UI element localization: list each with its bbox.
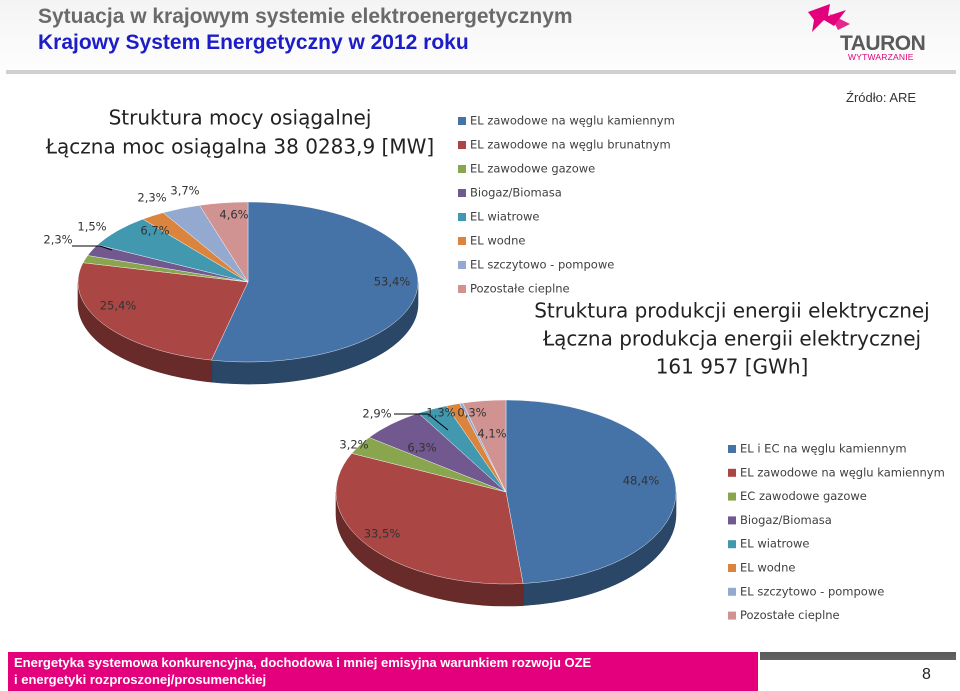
legend-label: EL wodne [740,561,795,575]
logo-name: TAURON [840,32,926,55]
data-label: 4,1% [477,427,506,441]
legend-label: EL zawodowe gazowe [470,162,595,176]
data-label: 3,2% [339,438,368,452]
legend-swatch [728,564,736,572]
footer-bar [8,652,758,691]
legend-swatch [458,285,466,293]
footer-text-line1: Energetyka systemowa konkurencyjna, doch… [14,655,592,670]
chart-2-slices [335,399,677,585]
legend-label: EL zawodowe na węglu kamiennym [470,114,675,128]
legend-label: EL wodne [470,234,525,248]
footer: Energetyka systemowa konkurencyjna, doch… [0,652,960,691]
legend-label: EL zawodowe na węglu kamiennym [740,465,945,479]
legend-label: EL i EC na węglu kamiennym [740,442,907,456]
legend-swatch [458,261,466,269]
chart-1-subtitle: Łączna moc osiągalna 38 0283,9 [MW] [45,135,434,159]
data-label: 2,9% [362,407,391,421]
page-subtitle: Krajowy System Energetyczny w 2012 roku [38,31,469,54]
data-label: 25,4% [100,299,137,313]
pie-slice [77,262,249,361]
legend-label: EC zawodowe gazowe [740,489,867,503]
data-label: 4,6% [219,208,248,222]
chart-1-slices [77,201,419,363]
label-leader-line [99,245,113,251]
legend-swatch [728,611,736,620]
chart-1-title: Struktura mocy osiągalnej [109,106,372,130]
legend-label: EL szczytowo - pompowe [470,258,614,272]
legend-swatch [458,213,466,221]
pie-slice [211,201,419,363]
data-label: 33,5% [364,527,401,541]
legend-label: Biogaz/Biomasa [470,186,562,200]
data-label: 53,4% [374,275,411,289]
legend-swatch [458,117,466,125]
legend-label: Biogaz/Biomasa [740,513,832,527]
legend-swatch [728,492,736,501]
source-note: Źródło: ARE [846,90,917,105]
legend-swatch [728,445,736,453]
pie-slice [462,399,507,493]
data-label: 1,5% [77,220,106,234]
page-title: Sytuacja w krajowym systemie elektroener… [38,5,573,28]
legend-swatch [458,141,466,149]
legend-label: EL wiatrowe [470,210,539,224]
page-number: 8 [922,666,931,683]
data-label: 1,3% [426,406,455,420]
pie-slice [335,453,524,585]
tauron-logo-icon [808,4,850,32]
legend-label: EL zawodowe na węglu brunatnym [470,138,671,152]
pie-slice [199,201,249,283]
logo-tagline: WYTWARZANIE [848,52,914,62]
legend-label: Pozostałe cieplne [470,282,570,296]
legend-swatch [728,468,736,477]
legend-swatch [728,516,736,525]
data-label: 6,3% [407,441,436,455]
header-divider [6,70,956,74]
legend-swatch [728,540,736,549]
pie-slice [505,399,677,584]
chart-2-subtitle2: 161 957 [GWh] [656,355,809,379]
data-label: 48,4% [623,474,660,488]
legend-label: EL wiatrowe [740,537,809,551]
data-label: 3,7% [170,184,199,198]
legend-label: Pozostałe cieplne [740,608,840,622]
data-label: 0,3% [457,406,486,420]
legend-label: EL szczytowo - pompowe [740,584,884,598]
footer-text-line2: i energetyki rozproszonej/prosumenckiej [14,672,267,687]
legend-swatch [458,189,466,197]
charts-canvas: Struktura mocy osiągalnej Łączna moc osią… [43,106,945,623]
chart-2-title: Struktura produkcji energii elektrycznej [534,299,930,323]
label-leader-line [427,413,449,431]
chart-2-subtitle: Łączna produkcja energii elektrycznej [542,327,921,351]
page-number-box [760,660,956,691]
data-label: 2,3% [43,233,72,247]
legend-swatch [458,165,466,173]
legend-swatch [728,587,736,596]
legend-swatch [458,237,466,245]
data-label: 6,7% [140,224,169,238]
data-label: 2,3% [137,191,166,205]
